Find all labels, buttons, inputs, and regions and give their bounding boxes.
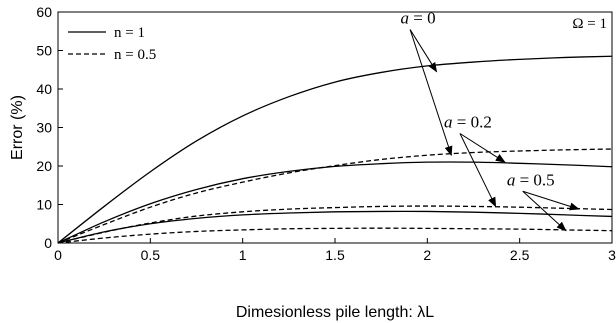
legend: n = 1 n = 0.5 [68, 25, 156, 63]
y-tick-label: 20 [36, 158, 52, 174]
x-axis-title: Dimesionless pile length: λL [236, 304, 434, 321]
series-line-a0.5-n0.5 [57, 227, 613, 244]
series-line-a0-n0.5 [57, 148, 613, 244]
y-tick-label: 10 [36, 197, 52, 213]
annotation-arrow [459, 133, 506, 163]
x-tick-label: 0.5 [141, 247, 161, 263]
legend-label-n-1: n = 1 [114, 25, 145, 41]
x-tick-label: 1 [239, 247, 247, 263]
x-tick-label: 1.5 [325, 247, 345, 263]
annotation-arrow [409, 29, 453, 157]
annotation-arrow [522, 190, 567, 232]
y-tick-label: 30 [36, 120, 52, 136]
annotation-label-a-0.2: a = 0.2 [444, 113, 492, 132]
annotation-arrow [409, 29, 438, 73]
series-line-a0.5-n1 [57, 210, 613, 244]
y-tick-label: 40 [36, 81, 52, 97]
annotation-arrow [459, 133, 497, 208]
y-tick-label: 50 [36, 43, 52, 59]
y-axis-title: Error (%) [9, 95, 26, 160]
series-line-a0.2-n0.5 [57, 205, 613, 244]
x-tick-label: 2.5 [510, 247, 530, 263]
legend-label-n-0.5: n = 0.5 [114, 47, 156, 63]
y-tick-label: 60 [36, 4, 52, 20]
omega-note: Ω = 1 [572, 16, 607, 32]
annotation-label-a-0.5: a = 0.5 [507, 170, 555, 189]
y-tick-label: 0 [44, 235, 52, 251]
series-line-a0.2-n1 [57, 161, 613, 244]
x-tick-label: 0 [54, 247, 62, 263]
x-tick-label: 2 [423, 247, 431, 263]
x-tick-label: 3 [608, 247, 616, 263]
annotation-arrow [522, 190, 580, 211]
series-line-a0-n1 [57, 55, 613, 244]
annotation-label-a-0: a = 0 [401, 9, 436, 28]
